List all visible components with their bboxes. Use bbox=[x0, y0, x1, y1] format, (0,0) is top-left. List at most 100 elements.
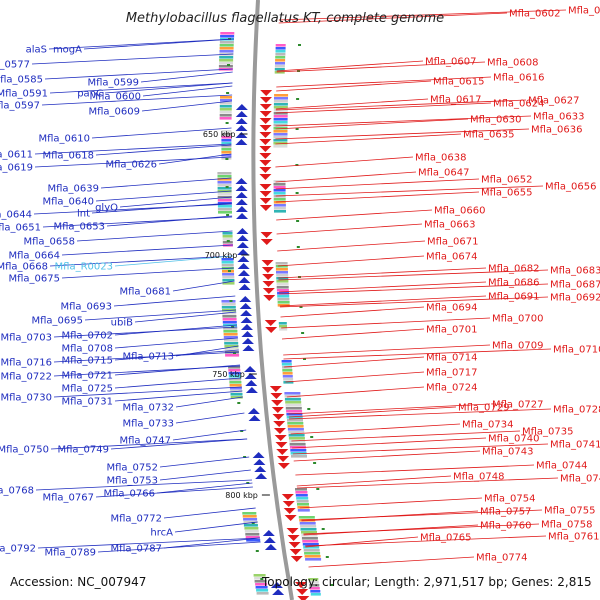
reverse-gene-arrow bbox=[259, 160, 272, 166]
right-band bbox=[303, 549, 320, 552]
label-leader bbox=[134, 311, 237, 323]
left-band bbox=[218, 211, 232, 214]
reverse-gene-arrow bbox=[259, 205, 272, 211]
reverse-gene-arrow bbox=[259, 167, 272, 173]
gene-label: Mfla_0701 bbox=[426, 325, 478, 336]
label-leader bbox=[172, 429, 247, 441]
gene-label: Mfla_0715 bbox=[61, 356, 113, 367]
left-band bbox=[219, 44, 234, 47]
reverse-gene-arrow bbox=[269, 386, 282, 392]
gene-label: Mfla_0597 bbox=[0, 101, 40, 112]
gene-label: Mfla_0695 bbox=[31, 316, 83, 327]
left-band bbox=[221, 264, 234, 267]
minor-tick bbox=[310, 436, 314, 438]
gene-label: Mfla_0746 bbox=[560, 474, 600, 485]
left-band bbox=[254, 580, 267, 583]
right-band bbox=[274, 68, 285, 71]
reverse-gene-arrow bbox=[259, 111, 272, 117]
right-band bbox=[273, 189, 286, 192]
right-band bbox=[273, 201, 286, 204]
minor-tick bbox=[316, 488, 320, 490]
right-band bbox=[275, 268, 288, 271]
gene-label: Mfla_0602 bbox=[509, 9, 561, 20]
label-leader bbox=[114, 324, 238, 336]
label-leader bbox=[279, 283, 549, 295]
right-band bbox=[283, 381, 294, 384]
gene-label: Mfla_0626 bbox=[105, 160, 157, 171]
left-band bbox=[217, 178, 232, 181]
gene-label: Mfla_0687 bbox=[550, 280, 600, 291]
left-band bbox=[223, 330, 238, 333]
reverse-gene-arrow bbox=[273, 428, 286, 434]
gene-label: Mfla_0609 bbox=[88, 107, 140, 118]
right-band bbox=[290, 449, 307, 452]
gene-label: Mfla_0633 bbox=[533, 112, 585, 123]
right-band bbox=[295, 494, 308, 497]
left-band bbox=[217, 187, 232, 190]
left-band bbox=[218, 65, 233, 68]
label-leader bbox=[53, 326, 238, 338]
label-leader bbox=[276, 209, 433, 221]
gene-label: Mfla_0692 bbox=[550, 293, 600, 304]
forward-gene-arrow bbox=[240, 324, 253, 330]
left-band bbox=[222, 321, 237, 324]
right-band bbox=[290, 452, 307, 455]
gene-label: Mfla_0734 bbox=[462, 420, 514, 431]
label-leader bbox=[303, 524, 479, 536]
label-leader bbox=[275, 156, 414, 168]
left-band bbox=[219, 50, 234, 53]
right-band bbox=[289, 446, 306, 449]
label-leader bbox=[288, 408, 552, 420]
right-band bbox=[304, 555, 321, 558]
gene-label: Mfla_0675 bbox=[8, 274, 60, 285]
label-leader bbox=[277, 255, 425, 267]
right-band bbox=[273, 136, 288, 139]
right-band bbox=[273, 115, 288, 118]
minor-tick bbox=[228, 270, 231, 272]
gene-label: mogA bbox=[53, 45, 82, 56]
left-band bbox=[220, 96, 232, 99]
reverse-gene-arrow bbox=[261, 260, 274, 266]
right-band bbox=[305, 558, 322, 561]
left-band bbox=[222, 232, 233, 235]
left-band bbox=[243, 524, 258, 527]
gene-label: Mfla_0694 bbox=[426, 303, 478, 314]
right-band bbox=[282, 372, 293, 375]
label-leader bbox=[97, 541, 261, 553]
label-leader bbox=[172, 280, 235, 292]
forward-gene-arrow bbox=[237, 270, 250, 276]
gene-label: Mfla_0732 bbox=[122, 403, 174, 414]
right-band bbox=[281, 360, 292, 363]
forward-gene-arrow bbox=[241, 331, 254, 337]
forward-gene-arrow bbox=[235, 199, 248, 205]
gene-label: Mfla_0618 bbox=[42, 151, 94, 162]
reverse-gene-arrow bbox=[263, 295, 276, 301]
label-leader bbox=[275, 185, 544, 197]
left-band bbox=[242, 515, 257, 518]
right-strand-arrows bbox=[259, 90, 310, 600]
gene-label: Mfla_0731 bbox=[61, 397, 113, 408]
right-band bbox=[304, 552, 321, 555]
left-band bbox=[224, 348, 239, 351]
left-band bbox=[221, 261, 234, 264]
right-band bbox=[298, 516, 315, 519]
reverse-gene-arrow bbox=[259, 191, 272, 197]
minor-tick bbox=[296, 98, 300, 100]
gene-label: Mfla_0615 bbox=[433, 77, 485, 88]
gene-label: Mfla_0744 bbox=[536, 461, 588, 472]
reverse-gene-arrow bbox=[271, 400, 284, 406]
left-band bbox=[230, 393, 243, 396]
gene-label: Mfla_0671 bbox=[427, 237, 479, 248]
label-leader bbox=[281, 317, 491, 329]
tick-label: 650 kbp bbox=[203, 130, 236, 139]
label-leader bbox=[293, 450, 481, 462]
gene-label: Mfla_0730 bbox=[0, 393, 52, 404]
left-band bbox=[222, 241, 233, 244]
gene-label: Mfla_0668 bbox=[0, 262, 48, 273]
label-leader bbox=[279, 295, 487, 307]
label-leader bbox=[84, 309, 237, 321]
right-band bbox=[281, 363, 292, 366]
label-leader bbox=[114, 377, 242, 389]
label-leader bbox=[280, 306, 425, 318]
right-band bbox=[301, 531, 317, 534]
